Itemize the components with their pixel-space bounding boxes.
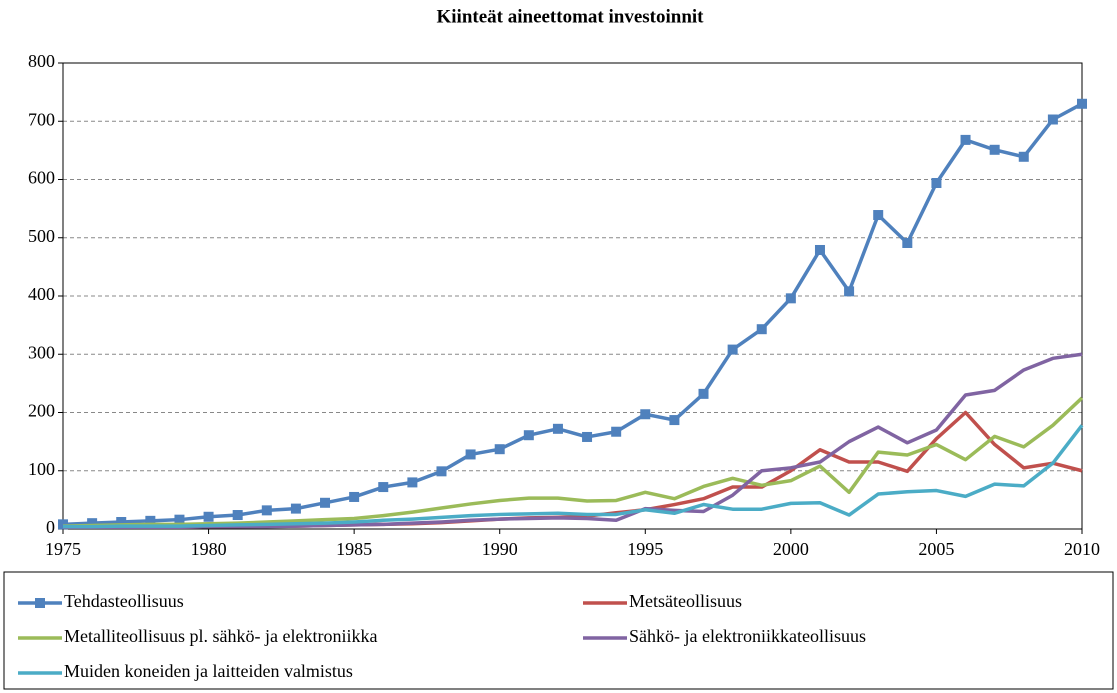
legend-label: Metalliteollisuus pl. sähkö- ja elektron… (64, 626, 377, 646)
y-tick-label: 0 (46, 517, 55, 537)
point-marker (698, 388, 709, 399)
y-tick-label: 700 (28, 109, 55, 129)
point-marker (727, 344, 738, 355)
point-marker (523, 430, 534, 441)
point-marker (145, 515, 156, 526)
series-line (63, 410, 1083, 530)
point-marker (232, 510, 243, 521)
point-marker (261, 505, 272, 516)
point-marker (87, 518, 98, 529)
point-marker (960, 134, 971, 145)
point-marker (436, 466, 447, 477)
y-tick-label: 100 (28, 459, 55, 479)
point-marker (640, 409, 651, 420)
y-tick-label: 600 (28, 168, 55, 188)
x-tick-label: 2000 (773, 539, 809, 559)
point-marker (1018, 151, 1029, 162)
point-marker (931, 177, 942, 188)
y-tick-label: 200 (28, 401, 55, 421)
point-marker (349, 491, 360, 502)
point-marker (582, 431, 593, 442)
legend-marker (35, 598, 45, 608)
point-marker (174, 514, 185, 525)
point-marker (1077, 98, 1087, 109)
series-line (62, 102, 1083, 527)
legend-label: Metsäteollisuus (629, 591, 742, 611)
point-marker (1047, 114, 1058, 125)
point-marker (785, 293, 796, 304)
point-marker (290, 503, 301, 514)
x-tick-label: 1975 (45, 539, 81, 559)
point-marker (552, 423, 563, 434)
point-marker (203, 511, 214, 522)
point-marker (989, 144, 1000, 155)
x-tick-label: 1990 (482, 539, 518, 559)
point-marker (407, 477, 418, 488)
point-marker (902, 237, 913, 248)
point-marker (756, 324, 767, 335)
x-tick-label: 1985 (336, 539, 372, 559)
point-marker (873, 210, 884, 221)
y-tick-label: 300 (28, 342, 55, 362)
legend-box (3, 571, 1114, 690)
point-marker (494, 444, 505, 455)
x-tick-label: 1995 (627, 539, 663, 559)
series-line (62, 396, 1084, 528)
legend-label: Sähkö- ja elektroniikkateollisuus (629, 626, 866, 646)
chart-title: Kiinteät aineettomat investoinnit (436, 6, 704, 27)
point-marker (611, 426, 622, 437)
series-line (63, 424, 1084, 529)
point-marker (116, 517, 127, 528)
point-marker (378, 482, 389, 493)
point-marker (814, 244, 825, 255)
x-tick-label: 2005 (918, 539, 954, 559)
plot-frame (62, 62, 1083, 530)
y-tick-label: 400 (28, 284, 55, 304)
x-tick-label: 1980 (191, 539, 227, 559)
y-tick-label: 500 (28, 226, 55, 246)
x-tick-label: 2010 (1064, 539, 1100, 559)
point-marker (320, 497, 331, 508)
legend-label: Tehdasteollisuus (64, 591, 184, 611)
point-marker (844, 286, 855, 297)
legend-label: Muiden koneiden ja laitteiden valmistus (64, 661, 353, 681)
point-marker (669, 415, 680, 426)
point-marker (465, 449, 476, 460)
y-tick-label: 800 (28, 51, 55, 71)
